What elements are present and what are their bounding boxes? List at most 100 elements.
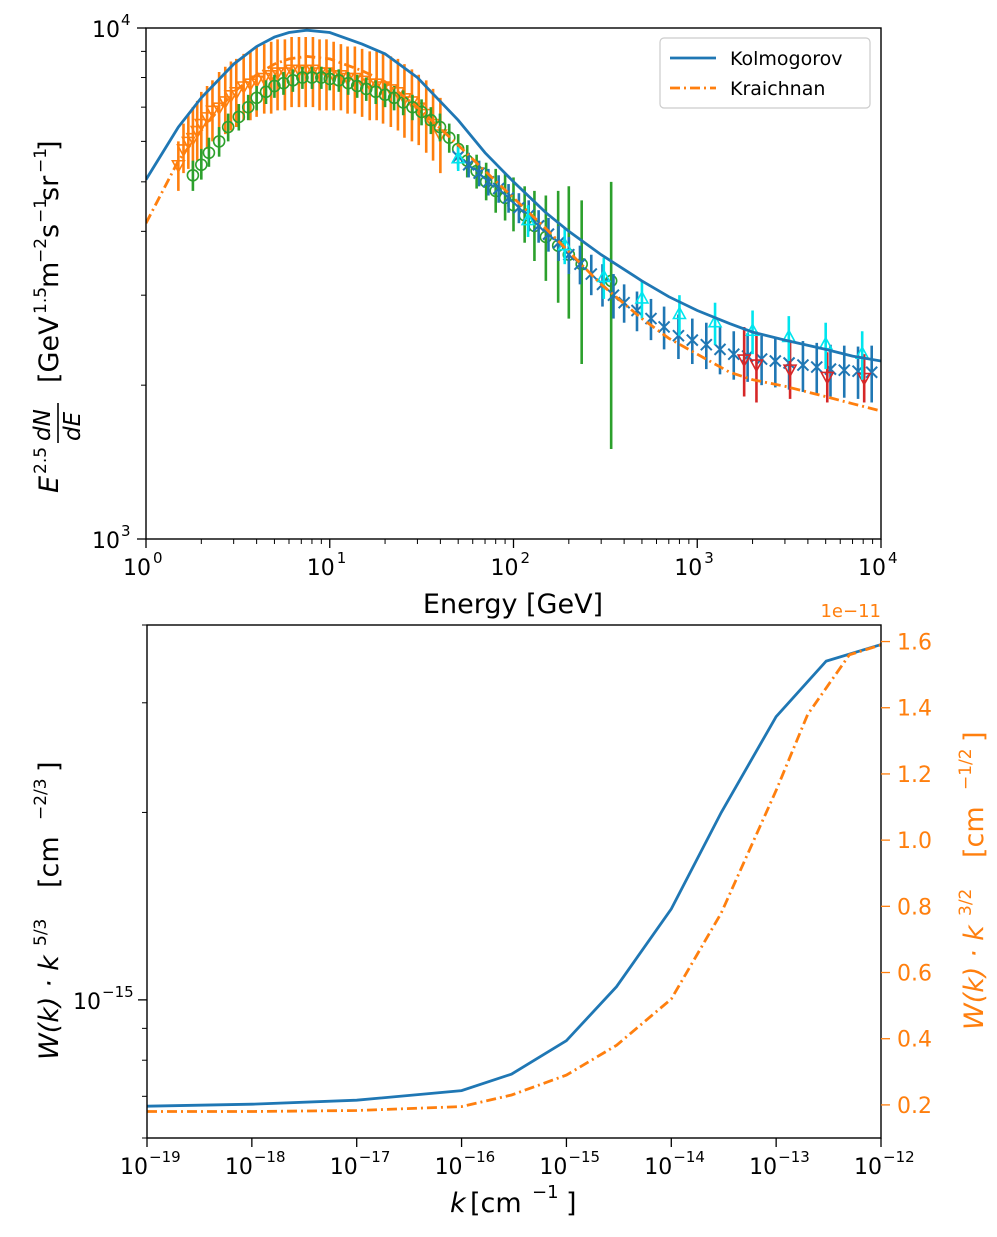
bottom-right-y-ticks: 0.2 0.4 0.6 0.8 1.0 1.2 1.4 1.6 bbox=[881, 631, 932, 1119]
data-point bbox=[212, 135, 226, 148]
bottom-right-y-tick-label: 0.4 bbox=[897, 1028, 932, 1053]
data-point bbox=[657, 320, 671, 334]
bottom-x-tick-exponent: −12 bbox=[883, 1148, 915, 1166]
svg-text:2.5: 2.5 bbox=[31, 447, 51, 474]
svg-text:[cm: [cm bbox=[959, 806, 990, 858]
data-point bbox=[479, 175, 493, 189]
svg-text:−1/2: −1/2 bbox=[956, 748, 976, 790]
data-point bbox=[259, 85, 273, 99]
svg-text:]: ] bbox=[566, 1188, 577, 1219]
svg-text:k: k bbox=[450, 1188, 467, 1219]
data-point bbox=[819, 371, 835, 386]
svg-text:dN: dN bbox=[30, 409, 56, 441]
bottom-axes-frame bbox=[146, 624, 882, 1139]
bottom-x-tick-exponent: −17 bbox=[359, 1148, 391, 1166]
bottom-x-tick-exponent: −14 bbox=[673, 1148, 705, 1166]
data-point bbox=[205, 105, 220, 120]
top-x-tick-exponent: 0 bbox=[153, 549, 163, 567]
bottom-x-ticks: 10 −19 10 −18 10 −17 10 −16 10 −15 10 −14 10 −13 10 −12 bbox=[120, 1138, 915, 1180]
svg-text:s: s bbox=[34, 224, 65, 238]
svg-text:m: m bbox=[34, 262, 65, 288]
bottom-x-tick-label: 10 bbox=[225, 1155, 253, 1180]
top-x-tick-exponent: 1 bbox=[337, 549, 347, 567]
series-line-kraichnan bbox=[146, 54, 881, 413]
data-point bbox=[810, 360, 823, 374]
data-point bbox=[232, 110, 246, 124]
svg-text:]: ] bbox=[34, 761, 65, 772]
bottom-x-tick-exponent: −13 bbox=[778, 1148, 810, 1166]
data-point bbox=[250, 91, 263, 105]
data-point bbox=[256, 72, 272, 87]
data-point bbox=[296, 71, 309, 84]
data-point bbox=[596, 268, 612, 283]
data-point bbox=[202, 146, 216, 160]
data-point bbox=[542, 227, 555, 241]
svg-text:W(k) · k: W(k) · k bbox=[34, 954, 65, 1060]
data-point bbox=[442, 131, 456, 144]
bottom-x-tick-exponent: −16 bbox=[464, 1148, 496, 1166]
bottom-right-y-axis-label: W(k) · k 3/2 [cm −1/2 ] bbox=[956, 731, 990, 1030]
legend-kolmogorov-label: Kolmogorov bbox=[730, 48, 843, 70]
bottom-x-tick-label: 10 bbox=[644, 1155, 672, 1180]
bottom-left-y-axis-label: W(k) · k 5/3 [cm −2/3 ] bbox=[31, 761, 65, 1060]
bottom-right-y-tick-label: 1.2 bbox=[897, 763, 932, 788]
data-point bbox=[284, 64, 299, 79]
dataset-green-circle bbox=[186, 66, 618, 450]
data-point bbox=[782, 364, 798, 378]
top-x-tick-label: 10 bbox=[491, 556, 519, 581]
data-point bbox=[323, 72, 337, 86]
bottom-right-y-tick-label: 1.4 bbox=[897, 697, 932, 722]
top-minor-ticks bbox=[141, 50, 874, 544]
data-point bbox=[195, 158, 208, 172]
svg-text:−2/3: −2/3 bbox=[31, 778, 51, 820]
svg-text:W(k) · k: W(k) · k bbox=[959, 924, 990, 1030]
top-plot-area bbox=[146, 28, 881, 450]
data-point bbox=[378, 88, 392, 102]
legend-box bbox=[659, 37, 871, 109]
legend-kraichnan-label: Kraichnan bbox=[730, 78, 825, 100]
data-point bbox=[686, 333, 699, 347]
bottom-x-tick-label: 10 bbox=[435, 1155, 463, 1180]
data-point bbox=[341, 76, 355, 90]
bottom-x-tick-exponent: −18 bbox=[254, 1148, 286, 1166]
data-point bbox=[749, 359, 764, 373]
data-point bbox=[736, 354, 752, 368]
data-point bbox=[450, 149, 466, 164]
bottom-x-tick-label: 10 bbox=[120, 1155, 148, 1180]
top-x-axis-label: Energy [GeV] bbox=[423, 589, 603, 620]
data-point bbox=[502, 191, 515, 205]
data-point bbox=[512, 201, 526, 214]
svg-text:−1: −1 bbox=[31, 148, 51, 173]
svg-text:]: ] bbox=[959, 731, 990, 742]
top-x-tick-exponent: 2 bbox=[521, 549, 531, 567]
bottom-left-y-tick-label: 10 bbox=[73, 990, 101, 1015]
data-point bbox=[424, 113, 438, 127]
data-point bbox=[277, 67, 293, 81]
svg-text:−1: −1 bbox=[532, 1182, 559, 1203]
bottom-right-y-tick-label: 1.0 bbox=[897, 829, 932, 854]
svg-text:5/3: 5/3 bbox=[31, 919, 51, 946]
bottom-right-y-tick-label: 0.6 bbox=[897, 962, 932, 987]
bottom-x-tick-label: 10 bbox=[854, 1155, 882, 1180]
top-y-tick-exponent: 4 bbox=[121, 11, 131, 29]
bottom-right-y-tick-label: 0.2 bbox=[897, 1094, 932, 1119]
data-point bbox=[185, 132, 201, 147]
top-x-tick-exponent: 4 bbox=[888, 549, 898, 567]
data-point bbox=[492, 182, 505, 195]
data-point bbox=[713, 343, 727, 356]
data-point bbox=[270, 67, 285, 81]
data-point bbox=[217, 96, 233, 110]
data-point bbox=[211, 102, 227, 116]
svg-text:[cm: [cm bbox=[470, 1188, 522, 1219]
data-point bbox=[186, 168, 200, 182]
top-x-tick-label: 10 bbox=[307, 556, 335, 581]
data-point bbox=[243, 78, 258, 92]
bottom-series-line-kraichnan bbox=[147, 643, 881, 1113]
bottom-x-tick-label: 10 bbox=[330, 1155, 358, 1180]
svg-text:1.5: 1.5 bbox=[31, 287, 51, 314]
data-point bbox=[707, 314, 723, 328]
data-point bbox=[532, 219, 545, 233]
data-point bbox=[672, 329, 685, 342]
bottom-plot-area bbox=[147, 643, 881, 1113]
